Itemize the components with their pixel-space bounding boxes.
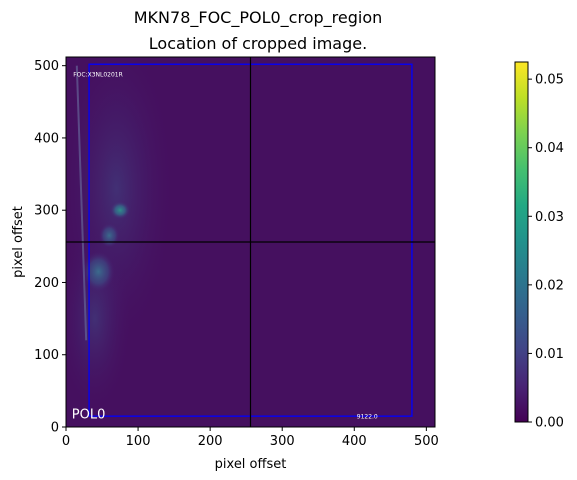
- x-tick-label: 200: [198, 434, 223, 449]
- colorbar-tick-label: 0.04: [535, 141, 564, 156]
- colorbar: [514, 61, 529, 423]
- y-tick-label: 100: [34, 348, 59, 363]
- colorbar-tick-label: 0.03: [535, 210, 564, 225]
- colorbar-tick-label: 0.00: [535, 416, 564, 431]
- colorbar-tick-label: 0.05: [535, 73, 564, 88]
- x-tick-label: 300: [270, 434, 295, 449]
- y-tick-label: 200: [34, 276, 59, 291]
- x-tick-label: 100: [126, 434, 151, 449]
- y-tick-label: 0: [51, 421, 59, 436]
- hot-spot: [99, 223, 120, 248]
- x-tick-label: 400: [342, 434, 367, 449]
- y-axis-label: pixel offset: [11, 206, 26, 278]
- colorbar-tick-label: 0.02: [535, 278, 564, 293]
- colorbar-tick-label: 0.01: [535, 347, 564, 362]
- emission-layer: [66, 57, 172, 409]
- filter-label: POL0: [72, 407, 106, 422]
- hot-spot: [110, 201, 131, 220]
- plot-frame: [65, 56, 436, 428]
- chart-subtitle: Location of cropped image.: [148, 34, 368, 53]
- chart-title: MKN78_FOC_POL0_crop_region: [133, 8, 383, 27]
- x-tick-label: 0: [62, 434, 70, 449]
- x-tick-label: 500: [414, 434, 439, 449]
- y-tick-label: 500: [34, 59, 59, 74]
- y-tick-label: 300: [34, 204, 59, 219]
- y-tick-label: 400: [34, 131, 59, 146]
- hot-spot: [82, 251, 115, 292]
- header-text: FOC:X3NL0201R: [73, 72, 123, 79]
- x-axis-label: pixel offset: [215, 457, 287, 472]
- detector-streak: [75, 65, 88, 341]
- exposure-text: 9122.0: [357, 413, 378, 420]
